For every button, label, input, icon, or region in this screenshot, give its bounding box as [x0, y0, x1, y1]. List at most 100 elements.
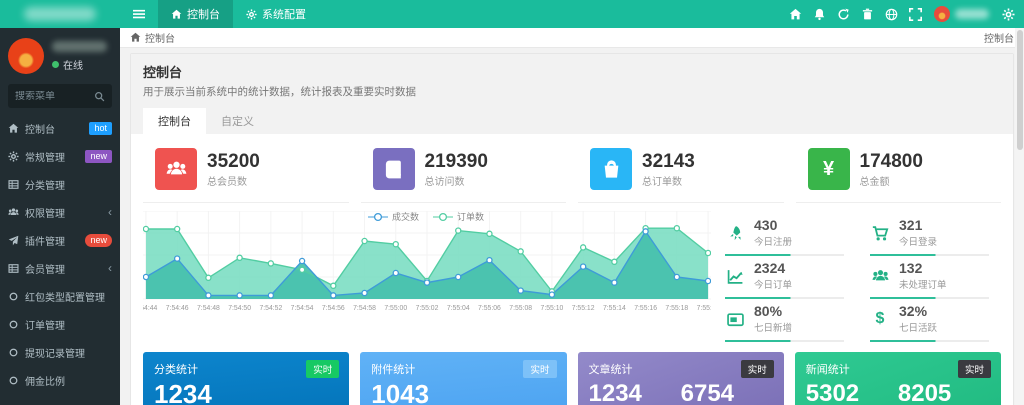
svg-text:7:55:10: 7:55:10 [541, 305, 564, 312]
svg-text:7:54:48: 7:54:48 [197, 305, 220, 312]
home-icon [789, 8, 802, 21]
sidebar-item-0[interactable]: 控制台 hot [0, 114, 120, 142]
top-navbar: 控制台 系统配置 [0, 0, 1024, 28]
breadcrumb-current[interactable]: 控制台 [145, 34, 175, 45]
quick-stat-1: 321 今日登录 [866, 213, 997, 256]
search-icon[interactable] [94, 91, 105, 102]
panel-title: 分类统计 [154, 364, 198, 376]
stat-card-1[interactable]: 219390 总访问数 [360, 140, 566, 203]
chevron-left-icon: ‹ [108, 261, 112, 275]
nav-tab-console[interactable]: 控制台 [158, 0, 233, 28]
sidebar-item-6[interactable]: 红包类型配置管理 [0, 282, 120, 310]
scrollbar-thumb[interactable] [1016, 30, 1023, 150]
stat-label: 总访问数 [424, 176, 465, 188]
panel-category-stats[interactable]: 分类统计 实时 1234 1234 当前分类总记录数 [143, 352, 350, 405]
legend-item[interactable]: 成交数 [367, 210, 419, 223]
stats-row: 35200 总会员数 219390 总访问数 32143 总订单数 ¥ 1748… [137, 140, 1007, 203]
app-logo[interactable] [0, 0, 120, 28]
sidebar-item-9[interactable]: 佣金比例 [0, 366, 120, 394]
hamburger-icon [133, 8, 145, 20]
quick-stat-label: 七日活跃 [899, 323, 938, 334]
panel-attachment-stats[interactable]: 附件统计 实时 1043 2592 当前上传的附件数量 [360, 352, 567, 405]
realtime-badge[interactable]: 实时 [306, 360, 340, 378]
home-icon-button[interactable] [783, 0, 807, 28]
trash-icon-button[interactable] [855, 0, 879, 28]
topbar-actions [783, 0, 1024, 28]
realtime-badge[interactable]: 实时 [740, 360, 774, 378]
settings-button[interactable] [996, 0, 1020, 28]
logo-blurred [24, 7, 96, 21]
fullscreen-icon-button[interactable] [903, 0, 927, 28]
chart-canvas: 7:54:44 7:54:46 7:54:48 7:54:50 7:54:52 7:54:… [135, 210, 720, 312]
svg-text:7:54:52: 7:54:52 [259, 305, 282, 312]
sidebar-item-label: 提现记录管理 [25, 348, 85, 360]
sidebar-item-label: 会员管理 [25, 264, 65, 276]
panel-article-stats[interactable]: 文章统计 实时 1234 评论次数 6754 ♥点赞次数 [577, 352, 784, 405]
breadcrumb: 控制台 控制台 [120, 28, 1024, 48]
sidebar-item-4[interactable]: 插件管理 new [0, 226, 120, 254]
quick-stat-bar [870, 340, 990, 342]
search-input[interactable] [15, 90, 94, 102]
quick-stat-value: 80% [754, 303, 783, 319]
realtime-badge[interactable]: 实时 [957, 360, 991, 378]
panel-title: 新闻统计 [805, 364, 850, 376]
table-icon [8, 179, 19, 190]
stat-card-0[interactable]: 35200 总会员数 [143, 140, 349, 203]
panel-news-stats[interactable]: 新闻统计 实时 5302 评论次数 8205 点赞次数 [794, 352, 1001, 405]
svg-text:7:55:02: 7:55:02 [416, 305, 439, 312]
quick-stat-label: 未处理订单 [899, 280, 947, 291]
quick-stat-4: 80% 七日新增 [721, 299, 852, 342]
menu-badge: hot [89, 121, 112, 135]
sidebar-item-label: 权限管理 [25, 208, 65, 220]
circle-icon [8, 347, 19, 358]
svg-text:7:54:50: 7:54:50 [228, 305, 251, 312]
stat-value: 35200 [207, 150, 260, 172]
console-card: 控制台 用于展示当前系统中的统计数据，统计报表及重要实时数据 控制台 自定义 3… [130, 53, 1014, 405]
legend-item[interactable]: 订单数 [433, 210, 484, 223]
sidebar-item-5[interactable]: 会员管理 ‹ [0, 254, 120, 282]
refresh-icon [837, 8, 850, 21]
sidebar-toggle-button[interactable] [120, 0, 158, 28]
online-dot [52, 60, 59, 68]
sidebar-item-8[interactable]: 提现记录管理 [0, 338, 120, 366]
sidebar-item-3[interactable]: 权限管理 ‹ [0, 198, 120, 226]
bell-icon-button[interactable] [807, 0, 831, 28]
stat-label: 总会员数 [207, 176, 247, 188]
sidebar-item-1[interactable]: 常规管理 new [0, 142, 120, 170]
bell-icon [813, 8, 826, 21]
sidebar-user-panel: 在线 [0, 28, 120, 82]
book-icon [383, 159, 404, 180]
panel-value: 8205 [897, 380, 952, 405]
console-tabs: 控制台 自定义 [143, 108, 1001, 134]
nav-tab-system-config[interactable]: 系统配置 [233, 0, 319, 28]
realtime-badge[interactable]: 实时 [523, 360, 557, 378]
sidebar-item-7[interactable]: 订单管理 [0, 310, 120, 338]
svg-text:7:54:56: 7:54:56 [322, 305, 345, 312]
svg-text:7:55:00: 7:55:00 [384, 305, 407, 312]
quick-stat-value: 321 [899, 217, 923, 233]
stat-label: 总金额 [859, 176, 890, 188]
quick-stat-bar [870, 254, 990, 256]
panel-value: 1043 [371, 379, 430, 405]
console-card-header: 控制台 用于展示当前系统中的统计数据，统计报表及重要实时数据 控制台 自定义 [131, 54, 1013, 134]
svg-text:7:54:54: 7:54:54 [291, 305, 314, 312]
sidebar-item-label: 订单管理 [25, 320, 65, 332]
menu-badge: new [85, 149, 112, 163]
breadcrumb-right: 控制台 [984, 34, 1014, 45]
stat-card-2[interactable]: 32143 总订单数 [578, 140, 784, 203]
console-card-body: 35200 总会员数 219390 总访问数 32143 总订单数 ¥ 1748… [131, 134, 1013, 405]
avatar[interactable] [8, 38, 44, 74]
scrollbar[interactable] [1015, 28, 1024, 405]
stat-card-3[interactable]: ¥ 174800 总金额 [795, 140, 1001, 203]
svg-text:7:54:58: 7:54:58 [353, 305, 376, 312]
chart-section: 成交数 订单数 7:54:447:54:467:54:487:54:507:54… [135, 209, 1007, 342]
tab-custom[interactable]: 自定义 [221, 116, 254, 128]
globe-icon-button[interactable] [879, 0, 903, 28]
refresh-icon-button[interactable] [831, 0, 855, 28]
user-menu[interactable] [934, 6, 989, 22]
svg-text:7:55:12: 7:55:12 [572, 305, 595, 312]
sidebar-item-2[interactable]: 分类管理 [0, 170, 120, 198]
legend-label: 成交数 [391, 212, 419, 222]
tab-console[interactable]: 控制台 [143, 108, 206, 134]
sidebar-menu: 控制台 hot 常规管理 new 分类管理 权限管理 ‹ 插件管理 new 会员… [0, 114, 120, 394]
